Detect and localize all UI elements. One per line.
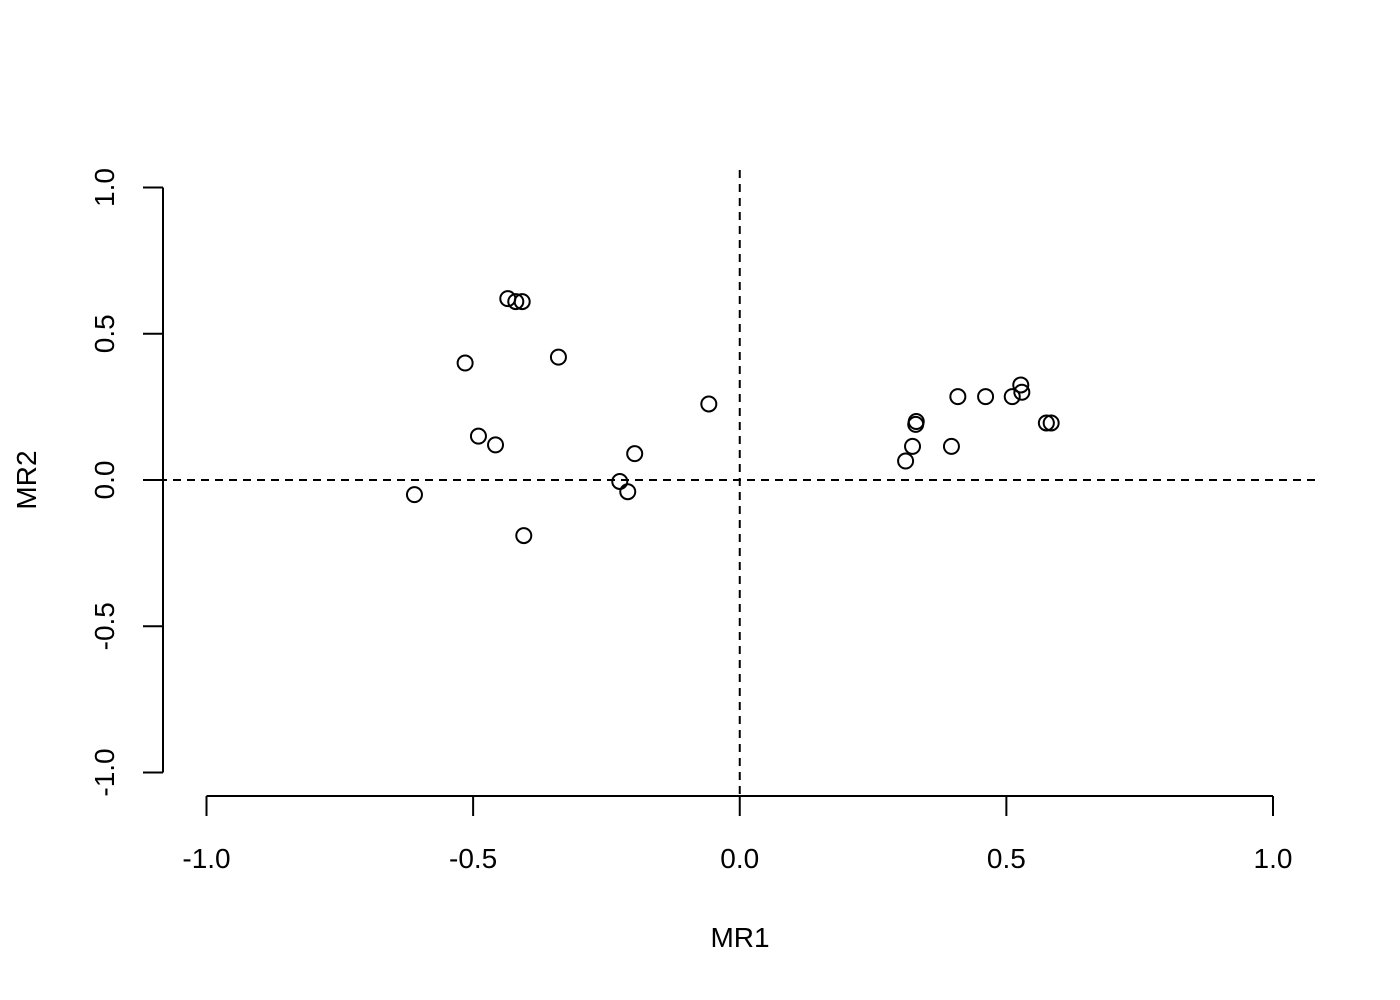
data-point	[469, 427, 487, 445]
data-point	[515, 527, 533, 545]
x-axis-label: MR1	[710, 922, 769, 953]
data-point	[1037, 414, 1055, 432]
data-point	[456, 354, 474, 372]
axes: -1.0 -0.5 0.0 0.5 1.0 -1.0 -0.5 0.0 0.5 1.0	[89, 168, 1292, 874]
y-tick-label: 0.5	[89, 314, 120, 353]
data-point	[487, 436, 505, 454]
data-point	[949, 388, 967, 406]
data-point	[1013, 383, 1031, 401]
y-axis-label: MR2	[11, 450, 42, 509]
x-tick-label: -1.0	[182, 843, 230, 874]
data-point	[700, 395, 718, 413]
data-point	[1042, 414, 1060, 432]
x-tick-label: 0.5	[987, 843, 1026, 874]
x-tick-label: -0.5	[449, 843, 497, 874]
y-tick-label: 1.0	[89, 168, 120, 207]
y-tick-label: -1.0	[89, 748, 120, 796]
data-point	[611, 472, 629, 490]
data-point	[513, 293, 531, 311]
data-point	[977, 388, 995, 406]
data-point	[942, 437, 960, 455]
data-point	[507, 293, 525, 311]
data-point	[897, 452, 915, 470]
x-tick-label: 0.0	[720, 843, 759, 874]
data-point	[1012, 376, 1030, 394]
data-point	[619, 483, 637, 501]
y-tick-label: -0.5	[89, 602, 120, 650]
data-point	[405, 486, 423, 504]
y-tick-label: 0.0	[89, 461, 120, 500]
data-point	[1003, 388, 1021, 406]
data-point	[907, 413, 925, 430]
reference-lines	[145, 170, 1316, 796]
data-point	[626, 445, 644, 463]
x-tick-label: 1.0	[1254, 843, 1293, 874]
data-points	[405, 290, 1060, 545]
data-point	[549, 348, 567, 366]
data-point	[904, 437, 922, 455]
